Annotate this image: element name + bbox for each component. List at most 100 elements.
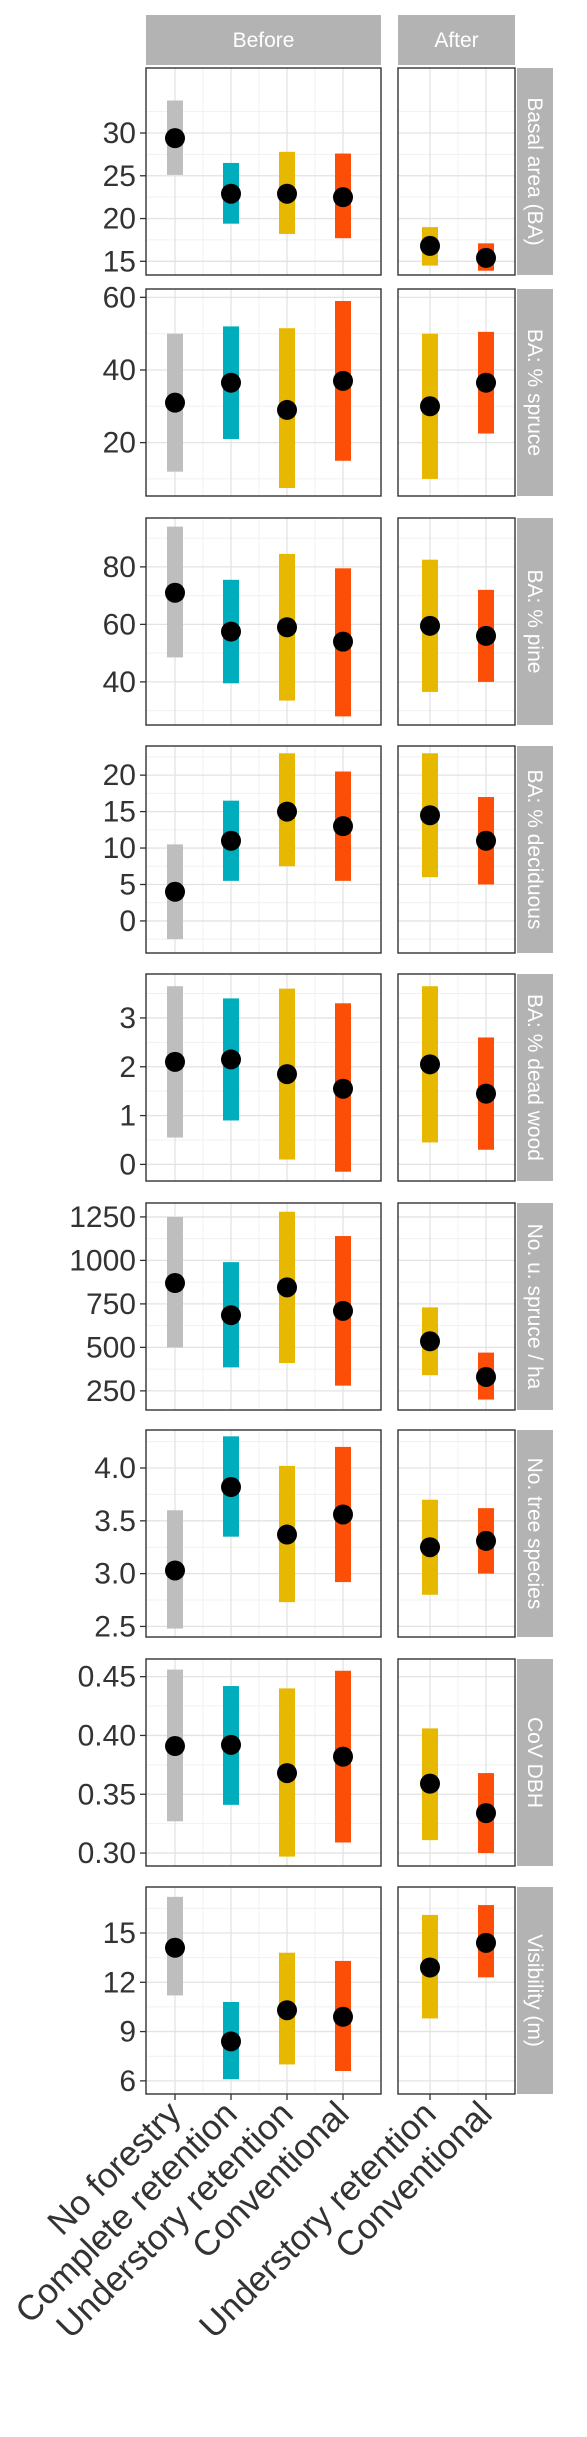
mean-point-ba-dead-wood-before-no-forestry: [165, 1051, 185, 1072]
facet-before-ba-pine: [145, 517, 382, 726]
mean-point-visibility-m-after-understory-retention: [420, 1957, 440, 1978]
panel-border: [145, 517, 382, 726]
mean-point-visibility-m-after-conventional: [476, 1932, 496, 1953]
panel-border: [145, 1202, 382, 1411]
panel-ba-spruce: BA: % spruce 20 40 60: [103, 281, 553, 497]
mean-point-ba-spruce-before-understory-retention: [277, 399, 297, 420]
facet-after-no-tree-species: [397, 1429, 516, 1638]
strip-label-no-u-spruce-ha: No. u. spruce / ha: [523, 1224, 546, 1390]
mean-point-ba-deciduous-after-conventional: [476, 830, 496, 851]
y-tick-label-cov-dbh: 0.35: [78, 1778, 136, 1811]
mean-point-visibility-m-before-understory-retention: [277, 2000, 297, 2021]
strip-label-ba-dead-wood: BA: % dead wood: [523, 994, 546, 1161]
mean-point-no-u-spruce-ha-before-complete-retention: [221, 1305, 241, 1326]
mean-point-cov-dbh-after-understory-retention: [420, 1773, 440, 1794]
strip-basal-area-ba: [517, 68, 553, 275]
panel-visibility-m: Visibility (m) 6 9 12 15: [103, 1886, 553, 2098]
y-tick-label-ba-spruce: 20: [103, 427, 136, 460]
mean-point-no-tree-species-before-conventional: [333, 1504, 353, 1525]
mean-point-cov-dbh-before-no-forestry: [165, 1736, 185, 1757]
panel-background: [398, 746, 515, 953]
facet-after-no-u-spruce-ha: [397, 1202, 516, 1411]
strip-label-ba-pine: BA: % pine: [523, 570, 546, 674]
y-tick-label-ba-spruce: 40: [103, 354, 136, 387]
strip-before: [146, 15, 381, 65]
y-tick-label-basal-area-ba: 30: [103, 117, 136, 150]
mean-point-no-u-spruce-ha-after-conventional: [476, 1366, 496, 1387]
strip-cov-dbh: [517, 1659, 553, 1866]
y-tick-label-ba-pine: 40: [103, 666, 136, 699]
panel-border: [145, 67, 382, 276]
y-tick-label-no-tree-species: 3.0: [94, 1558, 136, 1591]
y-tick-label-cov-dbh: 0.30: [78, 1837, 136, 1870]
panel-background: [398, 1203, 515, 1410]
panel-background: [398, 1659, 515, 1866]
panel-cov-dbh: CoV DBH 0.30 0.35 0.40 0.45: [78, 1658, 553, 1870]
mean-point-ba-dead-wood-after-understory-retention: [420, 1054, 440, 1075]
mean-point-ba-deciduous-before-complete-retention: [221, 830, 241, 851]
panel-background: [398, 1430, 515, 1637]
strip-no-tree-species: [517, 1430, 553, 1637]
mean-point-no-tree-species-after-understory-retention: [420, 1537, 440, 1558]
mean-point-ba-dead-wood-before-understory-retention: [277, 1064, 297, 1085]
panel-background: [398, 289, 515, 496]
y-tick-label-visibility-m: 12: [103, 1966, 136, 1999]
facet-after-ba-spruce: [397, 288, 516, 497]
facet-before-no-tree-species: [145, 1429, 382, 1638]
y-tick-label-ba-spruce: 60: [103, 281, 136, 314]
y-tick-label-ba-deciduous: 5: [119, 868, 136, 901]
y-tick-label-cov-dbh: 0.45: [78, 1661, 136, 1694]
mean-point-cov-dbh-after-conventional: [476, 1803, 496, 1824]
y-tick-label-ba-deciduous: 20: [103, 759, 136, 792]
mean-point-no-tree-species-after-conventional: [476, 1530, 496, 1551]
mean-point-visibility-m-before-complete-retention: [221, 2031, 241, 2052]
panel-background: [398, 518, 515, 725]
mean-point-no-tree-species-before-no-forestry: [165, 1560, 185, 1581]
facet-before-basal-area-ba: [145, 67, 382, 276]
y-tick-label-ba-pine: 60: [103, 608, 136, 641]
facet-after-cov-dbh: [397, 1658, 516, 1867]
panel-border: [397, 1658, 516, 1867]
facet-after-ba-dead-wood: [397, 973, 516, 1182]
mean-point-ba-pine-before-understory-retention: [277, 617, 297, 638]
mean-point-ba-spruce-after-conventional: [476, 372, 496, 393]
strip-label-visibility-m: Visibility (m): [523, 1934, 546, 2047]
facet-before-visibility-m: [145, 1886, 382, 2095]
mean-point-ba-dead-wood-after-conventional: [476, 1083, 496, 1104]
panel-border: [397, 67, 516, 276]
y-tick-label-ba-pine: 80: [103, 551, 136, 584]
mean-point-no-u-spruce-ha-before-conventional: [333, 1300, 353, 1321]
strip-label-ba-deciduous: BA: % deciduous: [523, 770, 546, 930]
facet-strips: Before After: [146, 15, 515, 65]
panel-ba-pine: BA: % pine 40 60 80: [103, 517, 553, 726]
strip-ba-spruce: [517, 289, 553, 496]
panel-background: [398, 974, 515, 1181]
panel-ba-dead-wood: BA: % dead wood 0 1 2 3: [119, 973, 553, 1182]
mean-point-visibility-m-before-conventional: [333, 2006, 353, 2027]
mean-point-ba-dead-wood-before-conventional: [333, 1078, 353, 1099]
mean-point-no-tree-species-before-complete-retention: [221, 1477, 241, 1498]
panel-no-tree-species: No. tree species 2.5 3.0 3.5 4.0: [94, 1429, 553, 1643]
mean-point-ba-deciduous-before-understory-retention: [277, 801, 297, 822]
panel-background: [398, 68, 515, 275]
y-tick-label-no-u-spruce-ha: 250: [86, 1375, 136, 1408]
panel-no-u-spruce-ha: No. u. spruce / ha 250 500 750 1000 1250: [69, 1201, 553, 1411]
panel-border: [397, 1429, 516, 1638]
mean-point-ba-spruce-before-conventional: [333, 370, 353, 391]
facet-after-basal-area-ba: [397, 67, 516, 276]
y-tick-label-no-u-spruce-ha: 1250: [69, 1201, 136, 1234]
y-tick-label-visibility-m: 6: [119, 2065, 136, 2098]
strip-label-before: Before: [233, 29, 295, 52]
panel-border: [397, 288, 516, 497]
mean-point-cov-dbh-before-conventional: [333, 1746, 353, 1767]
panel-border: [397, 517, 516, 726]
mean-point-no-u-spruce-ha-before-no-forestry: [165, 1273, 185, 1294]
y-tick-label-ba-dead-wood: 3: [119, 1002, 136, 1035]
panel-border: [397, 1886, 516, 2095]
mean-point-ba-spruce-before-no-forestry: [165, 392, 185, 413]
panel-background: [398, 1887, 515, 2094]
strip-visibility-m: [517, 1887, 553, 2094]
